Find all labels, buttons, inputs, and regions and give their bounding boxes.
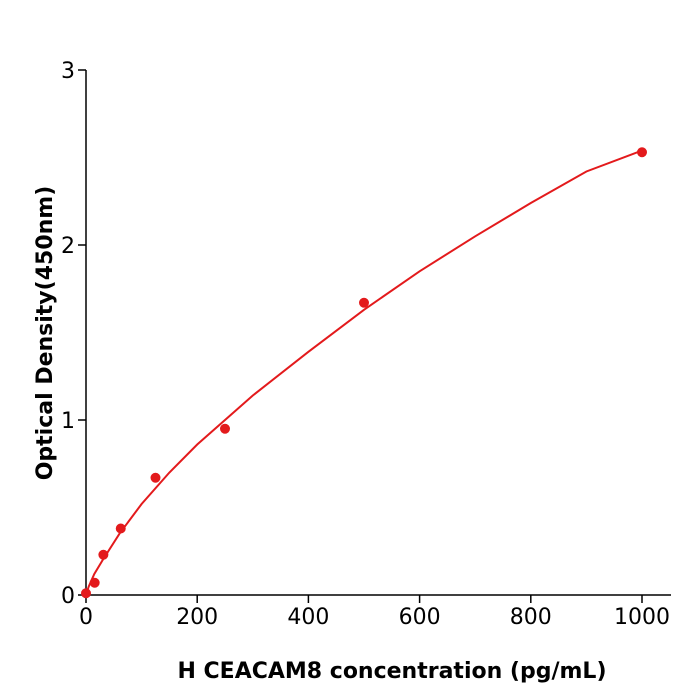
axes xyxy=(85,70,671,596)
data-point xyxy=(637,147,647,158)
data-point xyxy=(89,577,100,588)
x-tick-label: 400 xyxy=(287,605,329,630)
y-tick-label: 1 xyxy=(61,409,75,434)
data-point xyxy=(81,588,91,599)
x-tick-label: 1000 xyxy=(614,605,670,630)
x-axis-label: H CEACAM8 concentration (pg/mL) xyxy=(177,659,606,684)
fit-curve xyxy=(85,149,643,596)
y-tick-label: 3 xyxy=(61,59,75,84)
x-tick-label: 800 xyxy=(510,605,552,630)
x-tick-label: 600 xyxy=(399,605,441,630)
y-axis-label: Optical Density(450nm) xyxy=(33,186,58,481)
data-point xyxy=(220,423,230,434)
data-point xyxy=(150,472,161,483)
data-point xyxy=(359,297,369,308)
x-tick-label: 200 xyxy=(176,605,218,630)
y-tick-label: 0 xyxy=(61,584,75,609)
data-point xyxy=(98,549,109,560)
x-tick-label: 0 xyxy=(79,605,93,630)
data-point xyxy=(115,523,126,534)
y-tick-label: 2 xyxy=(61,234,75,259)
